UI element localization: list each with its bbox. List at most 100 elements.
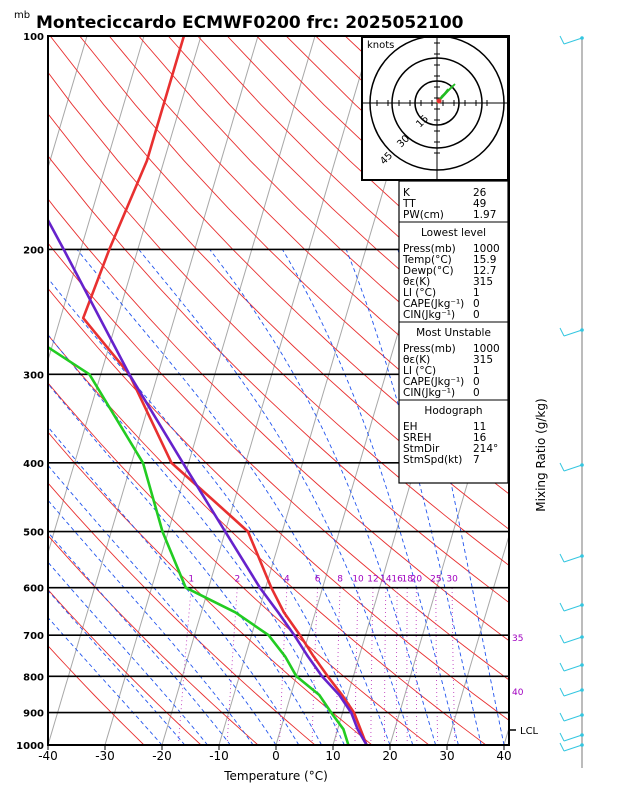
- dry-adiabat: [48, 645, 145, 745]
- section-2-value-1: 16: [473, 432, 487, 444]
- temp-label-30: 30: [439, 749, 454, 763]
- section-0-label-6: CIN(Jkg⁻¹): [403, 309, 455, 321]
- moist-adiabat: [48, 616, 163, 745]
- moist-adiabat: [48, 426, 300, 745]
- section-2-label-3: StmSpd(kt): [403, 454, 462, 466]
- barb-shaft: [563, 329, 583, 337]
- section-header-2: Hodograph: [424, 405, 482, 417]
- wind-barb: [559, 553, 584, 563]
- section-0-label-1: Temp(°C): [402, 254, 452, 266]
- section-1-label-4: CIN(Jkg⁻¹): [403, 387, 455, 399]
- section-1-label-1: θε(K): [403, 354, 430, 366]
- section-0-label-0: Press(mb): [403, 243, 456, 255]
- section-0-label-2: Dewp(°C): [403, 265, 454, 277]
- barb-origin: [580, 603, 584, 607]
- section-2-value-2: 214°: [473, 443, 498, 455]
- index-value-1: 49: [473, 198, 486, 210]
- mixing-ratio-label-4: 4: [284, 575, 290, 585]
- wind-barb: [559, 462, 584, 472]
- plot-frame: [47, 35, 510, 746]
- barb-shaft: [563, 555, 583, 563]
- index-label-0: K: [403, 187, 411, 199]
- temp-label--20: -20: [152, 749, 172, 763]
- temperature-axis-labels: -40 -30 -20 -10 0 10 20 30 40: [38, 745, 512, 763]
- barb-flag: [559, 687, 565, 697]
- wind-barbs: [559, 35, 584, 768]
- barb-origin: [580, 635, 584, 639]
- barb-flag: [559, 732, 565, 742]
- mixing-ratio-label-10: 10: [352, 575, 364, 585]
- barb-shaft: [563, 37, 583, 45]
- barb-shaft: [563, 689, 583, 697]
- temp-label-0: 0: [272, 749, 280, 763]
- section-header-0: Lowest level: [421, 227, 486, 239]
- section-0-value-3: 315: [473, 276, 493, 288]
- dry-adiabat: [79, 36, 509, 461]
- section-2-label-0: EH: [403, 421, 418, 433]
- right-label-40: 40: [512, 688, 524, 698]
- dry-adiabat: [48, 287, 509, 721]
- mixing-ratio-line: [415, 587, 418, 745]
- barb-shaft: [563, 464, 583, 472]
- dry-adiabat: [49, 36, 509, 495]
- index-value-0: 26: [473, 187, 487, 199]
- section-0-value-2: 12.7: [473, 265, 496, 277]
- dry-adiabat: [48, 431, 373, 745]
- right-axis-title: Mixing Ratio (g/kg): [534, 398, 548, 511]
- section-2-value-3: 7: [473, 454, 480, 466]
- temp-label--40: -40: [38, 749, 58, 763]
- mixing-ratio-label-6: 6: [315, 575, 321, 585]
- dry-adiabat: [48, 242, 509, 681]
- section-1-label-2: LI (°C): [403, 365, 436, 377]
- section-0-label-3: θε(K): [403, 276, 430, 288]
- series-parcel: [48, 217, 368, 745]
- moist-adiabat: [48, 589, 186, 745]
- section-0-value-6: 0: [473, 309, 480, 321]
- section-0-label-4: LI (°C): [403, 287, 436, 299]
- pressure-label-200: 200: [23, 245, 44, 256]
- section-1-value-0: 1000: [473, 343, 500, 355]
- temp-label-10: 10: [325, 749, 340, 763]
- section-2-value-0: 11: [473, 421, 486, 433]
- pressure-label-100: 100: [23, 32, 44, 43]
- section-2-label-2: StmDir: [403, 443, 440, 455]
- chart-title: Monteciccardo ECMWF0200 frc: 2025052100: [36, 13, 464, 33]
- section-0-value-0: 1000: [473, 243, 500, 255]
- barb-shaft: [563, 734, 583, 742]
- pressure-axis-labels: 1000 900 800 700 600 500 400 300 200 100: [16, 32, 44, 752]
- barb-flag: [559, 712, 565, 722]
- series-dewpoint: [48, 345, 350, 745]
- temp-label-20: 20: [382, 749, 397, 763]
- mixing-ratio-label-16: 16: [391, 575, 403, 585]
- isotherm: [48, 36, 259, 745]
- section-1-value-3: 0: [473, 376, 480, 388]
- index-label-1: TT: [402, 198, 416, 210]
- moist-adiabat: [48, 464, 277, 745]
- pressure-label-500: 500: [23, 528, 44, 539]
- index-value-2: 1.97: [473, 209, 496, 221]
- wind-barb: [559, 662, 584, 672]
- barb-shaft: [563, 664, 583, 672]
- temp-label--30: -30: [95, 749, 115, 763]
- barb-shaft: [563, 604, 583, 612]
- barb-flag: [559, 742, 565, 752]
- isotherm: [104, 36, 316, 745]
- panel-frame: [398, 180, 509, 484]
- barb-origin: [580, 463, 584, 467]
- temp-label-40: 40: [496, 749, 511, 763]
- section-header-1: Most Unstable: [416, 327, 491, 339]
- section-0-value-4: 1: [473, 287, 480, 299]
- series-temperature: [81, 36, 368, 745]
- isotherm: [48, 36, 145, 362]
- barb-origin: [580, 733, 584, 737]
- mixing-ratio-label-2: 2: [234, 575, 240, 585]
- pressure-label-300: 300: [23, 370, 44, 381]
- index-label-2: PW(cm): [403, 209, 444, 221]
- isotherm: [389, 341, 509, 745]
- pressure-label-600: 600: [23, 584, 44, 595]
- mixing-ratio-label-25: 25: [430, 575, 441, 585]
- barb-origin: [580, 663, 584, 667]
- section-1-value-1: 315: [473, 354, 493, 366]
- section-1-label-0: Press(mb): [403, 343, 456, 355]
